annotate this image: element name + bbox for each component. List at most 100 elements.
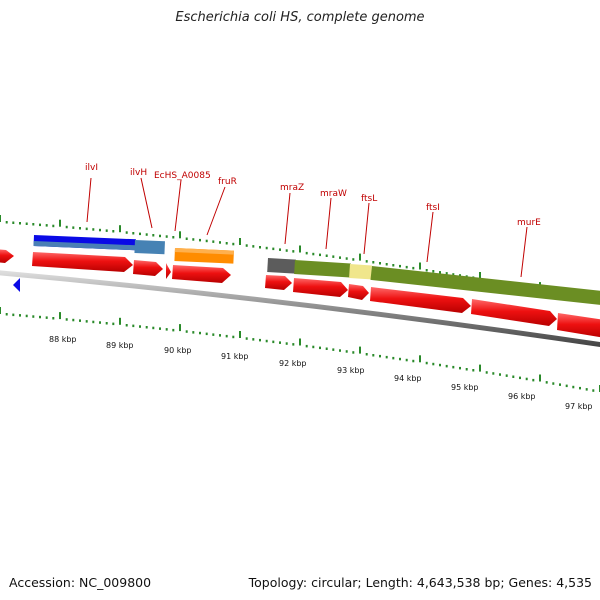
- minor-tick: [385, 263, 388, 266]
- minor-tick: [592, 389, 595, 392]
- ilvH-feature-bar[interactable]: [134, 240, 165, 255]
- cds-tier: [0, 249, 600, 338]
- scale-label-96kbp: 96 kbp: [508, 392, 536, 401]
- scale-label-97kbp: 97 kbp: [565, 402, 593, 411]
- major-tick: [479, 272, 481, 279]
- inner-tick-ring: [0, 307, 600, 392]
- minor-tick: [405, 358, 408, 362]
- feature-tier-upper: [33, 235, 600, 306]
- minor-tick: [25, 222, 28, 225]
- minor-tick: [45, 224, 48, 227]
- minor-tick: [79, 227, 81, 230]
- minor-tick: [99, 228, 101, 232]
- fruR-feature-highlight: [174, 247, 234, 255]
- mraW-feature-bar[interactable]: [294, 260, 351, 278]
- ftsL-feature-bar[interactable]: [349, 264, 372, 280]
- minor-tick: [312, 345, 315, 349]
- minor-tick: [392, 356, 395, 360]
- gene-label-mraW[interactable]: mraW: [320, 189, 347, 199]
- minor-tick: [365, 353, 368, 356]
- cds-arrow[interactable]: [293, 278, 348, 297]
- minor-tick: [532, 378, 535, 382]
- minor-tick: [199, 331, 201, 335]
- minor-tick: [172, 236, 175, 239]
- minor-tick: [205, 332, 208, 336]
- cds-arrow[interactable]: [348, 284, 369, 300]
- minor-tick: [439, 363, 441, 367]
- cds-arrow[interactable]: [265, 275, 292, 290]
- minor-tick: [265, 339, 268, 343]
- minor-tick: [72, 318, 75, 322]
- gene-label-mraZ[interactable]: mraZ: [280, 183, 304, 193]
- gene-label-murE[interactable]: murE: [517, 218, 541, 228]
- minor-tick: [112, 230, 115, 233]
- major-tick: [239, 238, 241, 245]
- map-title: Escherichia coli HS, complete genome: [175, 10, 425, 25]
- major-tick: [479, 364, 481, 372]
- ilvI-feature-bar-light[interactable]: [33, 240, 136, 251]
- scale-label-95kbp: 95 kbp: [451, 383, 479, 392]
- cds-arrow[interactable]: [32, 252, 133, 272]
- minor-tick: [545, 381, 548, 384]
- cds-arrow[interactable]: [557, 313, 600, 338]
- minor-tick: [332, 255, 335, 258]
- minor-tick: [379, 354, 381, 358]
- minor-tick: [412, 359, 415, 363]
- minor-tick: [45, 316, 48, 319]
- minor-tick: [145, 233, 148, 236]
- cds-arrow[interactable]: [133, 260, 163, 276]
- minor-tick: [559, 383, 561, 386]
- scale-label-92kbp: 92 kbp: [279, 359, 307, 368]
- gene-label-ilvH[interactable]: ilvH: [130, 168, 147, 178]
- minor-tick: [65, 318, 68, 321]
- mraZ-feature-bar[interactable]: [267, 258, 296, 274]
- scale-labels: 88 kbp 89 kbp 90 kbp 91 kbp 92 kbp 93 kb…: [49, 335, 593, 411]
- minor-tick: [165, 235, 168, 238]
- cds-arrow[interactable]: [166, 263, 171, 279]
- minor-tick: [339, 256, 341, 259]
- minor-tick: [485, 371, 488, 374]
- scale-label-89kbp: 89 kbp: [106, 341, 134, 350]
- minor-tick: [225, 334, 228, 338]
- minor-tick: [505, 374, 508, 377]
- gene-label-ilvI[interactable]: ilvI: [85, 163, 98, 173]
- reverse-strand-arrow[interactable]: [13, 278, 20, 292]
- minor-tick: [139, 325, 141, 328]
- major-tick: [419, 262, 421, 270]
- gene-label-ftsI[interactable]: ftsI: [426, 203, 440, 213]
- minor-tick: [252, 245, 255, 248]
- minor-tick: [99, 321, 101, 324]
- accession-text: Accession: NC_009800: [9, 575, 152, 590]
- minor-tick: [459, 274, 461, 277]
- cds-arrow[interactable]: [172, 265, 231, 283]
- minor-tick: [259, 246, 261, 249]
- minor-tick: [132, 324, 135, 328]
- major-tick: [359, 253, 361, 261]
- minor-tick: [32, 223, 35, 226]
- ftsI-murE-feature-bar[interactable]: [370, 266, 600, 306]
- gene-label-EcHS_A0085[interactable]: EcHS_A0085: [154, 171, 211, 181]
- minor-tick: [572, 385, 575, 389]
- minor-tick: [172, 328, 175, 332]
- minor-tick: [185, 237, 188, 240]
- minor-tick: [312, 252, 315, 256]
- gene-label-fruR[interactable]: fruR: [218, 177, 237, 187]
- gene-label-ftsL[interactable]: ftsL: [361, 194, 377, 204]
- minor-tick: [365, 260, 368, 263]
- minor-tick: [219, 241, 221, 244]
- major-tick: [539, 374, 541, 382]
- minor-tick: [159, 327, 161, 330]
- minor-tick: [372, 261, 375, 264]
- minor-tick: [432, 362, 435, 366]
- minor-tick: [579, 386, 581, 390]
- cds-arrow[interactable]: [471, 299, 557, 326]
- minor-tick: [285, 249, 288, 252]
- cds-arrow[interactable]: [0, 249, 14, 263]
- minor-tick: [285, 342, 288, 345]
- cds-arrow[interactable]: [370, 287, 471, 313]
- minor-tick: [212, 240, 215, 243]
- minor-tick: [85, 320, 88, 323]
- major-tick: [179, 324, 181, 332]
- major-tick: [59, 219, 61, 227]
